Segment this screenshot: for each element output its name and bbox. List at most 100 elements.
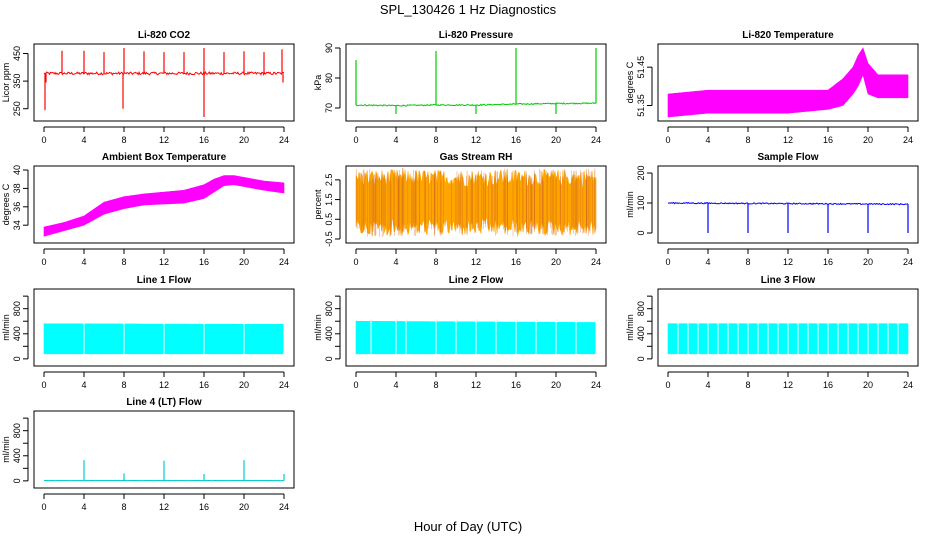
y-tick-label: 1.5 (324, 193, 334, 206)
panel-frame (345, 288, 607, 367)
x-tick-label: 0 (41, 380, 46, 390)
x-tick-label: 20 (863, 135, 873, 145)
x-tick-label: 24 (903, 380, 913, 390)
x-tick-label: 24 (279, 380, 289, 390)
x-tick-label: 16 (511, 380, 521, 390)
x-tick-label: 8 (433, 380, 438, 390)
panel-frame (33, 410, 295, 489)
panel-5: Sample Flow 0 4 8 12 16 20 24 0 100 200 ml/min (625, 152, 919, 267)
x-tick-label: 8 (433, 257, 438, 267)
x-tick-label: 0 (665, 380, 670, 390)
x-tick-label: 8 (121, 502, 126, 512)
x-tick-label: 24 (903, 257, 913, 267)
x-tick-label: 20 (863, 257, 873, 267)
series (43, 48, 285, 117)
series (667, 47, 909, 118)
y-tick-label: 34 (12, 220, 22, 230)
x-tick-label: 24 (279, 502, 289, 512)
panel-title: Li-820 CO2 (138, 30, 191, 41)
x-tick-label: 20 (239, 380, 249, 390)
y-tick-label: 400 (12, 326, 22, 341)
panel-frame (33, 43, 295, 122)
y-tick-label: -0.5 (324, 231, 334, 247)
y-tick-label: 38 (12, 183, 22, 193)
x-tick-label: 16 (199, 257, 209, 267)
figure-title: SPL_130426 1 Hz Diagnostics (380, 2, 557, 17)
y-tick-label: 0 (12, 356, 22, 361)
y-axis-label: degrees C (1, 183, 11, 225)
y-tick-label: 0.5 (324, 213, 334, 226)
x-tick-label: 0 (353, 135, 358, 145)
panel-frame (345, 43, 607, 122)
x-tick-label: 4 (81, 257, 86, 267)
x-tick-label: 16 (199, 380, 209, 390)
y-axis-label: kPa (313, 75, 323, 91)
x-tick-label: 20 (239, 502, 249, 512)
y-tick-label: 350 (12, 74, 22, 89)
x-tick-label: 24 (591, 257, 601, 267)
y-tick-label: 100 (636, 195, 646, 210)
series (43, 175, 285, 237)
series (667, 322, 909, 355)
data-band (667, 47, 909, 118)
y-tick-label: 450 (12, 46, 22, 61)
y-tick-label: 36 (12, 202, 22, 212)
y-tick-label: 40 (12, 165, 22, 175)
y-axis-label: ml/min (1, 314, 11, 341)
x-tick-label: 8 (745, 380, 750, 390)
x-tick-label: 4 (705, 380, 710, 390)
panel-title: Line 4 (LT) Flow (126, 397, 202, 408)
x-tick-label: 12 (783, 257, 793, 267)
y-axis-label: degrees C (625, 61, 635, 103)
panel-title: Line 1 Flow (137, 275, 192, 286)
panel-title: Line 2 Flow (449, 275, 504, 286)
series (43, 460, 285, 482)
x-tick-label: 8 (745, 135, 750, 145)
y-tick-label: 51.45 (636, 56, 646, 79)
data-band (43, 175, 285, 237)
x-tick-label: 4 (705, 135, 710, 145)
y-axis-label: ml/min (1, 436, 11, 463)
x-tick-label: 4 (393, 257, 398, 267)
panel-3: Ambient Box Temperature 0 4 8 12 16 20 24 34 36 38… (1, 152, 295, 267)
x-tick-label: 24 (279, 135, 289, 145)
x-tick-label: 16 (199, 502, 209, 512)
x-tick-label: 12 (783, 135, 793, 145)
y-tick-label: 70 (324, 103, 334, 113)
x-tick-label: 16 (511, 257, 521, 267)
x-tick-label: 0 (41, 257, 46, 267)
x-tick-label: 4 (705, 257, 710, 267)
series (355, 48, 597, 114)
y-tick-label: 0 (12, 478, 22, 483)
panel-4: Gas Stream RH 0 4 8 12 16 20 24 -0.5 0.5 1.5 2.5per… (313, 152, 607, 267)
y-tick-label: 0 (636, 230, 646, 235)
x-tick-label: 16 (823, 257, 833, 267)
x-tick-label: 8 (121, 135, 126, 145)
x-tick-label: 16 (823, 380, 833, 390)
figure-xlabel: Hour of Day (UTC) (414, 519, 522, 534)
x-tick-label: 20 (551, 135, 561, 145)
x-tick-label: 20 (551, 257, 561, 267)
x-tick-label: 12 (159, 257, 169, 267)
x-tick-label: 4 (81, 380, 86, 390)
panel-frame (345, 165, 607, 244)
x-tick-label: 12 (159, 502, 169, 512)
series (43, 322, 285, 355)
y-tick-label: 400 (324, 326, 334, 341)
x-tick-label: 12 (471, 380, 481, 390)
x-tick-label: 4 (81, 502, 86, 512)
x-tick-label: 8 (121, 257, 126, 267)
panel-frame (657, 165, 919, 244)
x-tick-label: 8 (121, 380, 126, 390)
x-tick-label: 24 (279, 257, 289, 267)
y-tick-label: 400 (636, 326, 646, 341)
x-tick-label: 16 (511, 135, 521, 145)
y-axis-label: ml/min (625, 314, 635, 341)
y-tick-label: 80 (324, 73, 334, 83)
